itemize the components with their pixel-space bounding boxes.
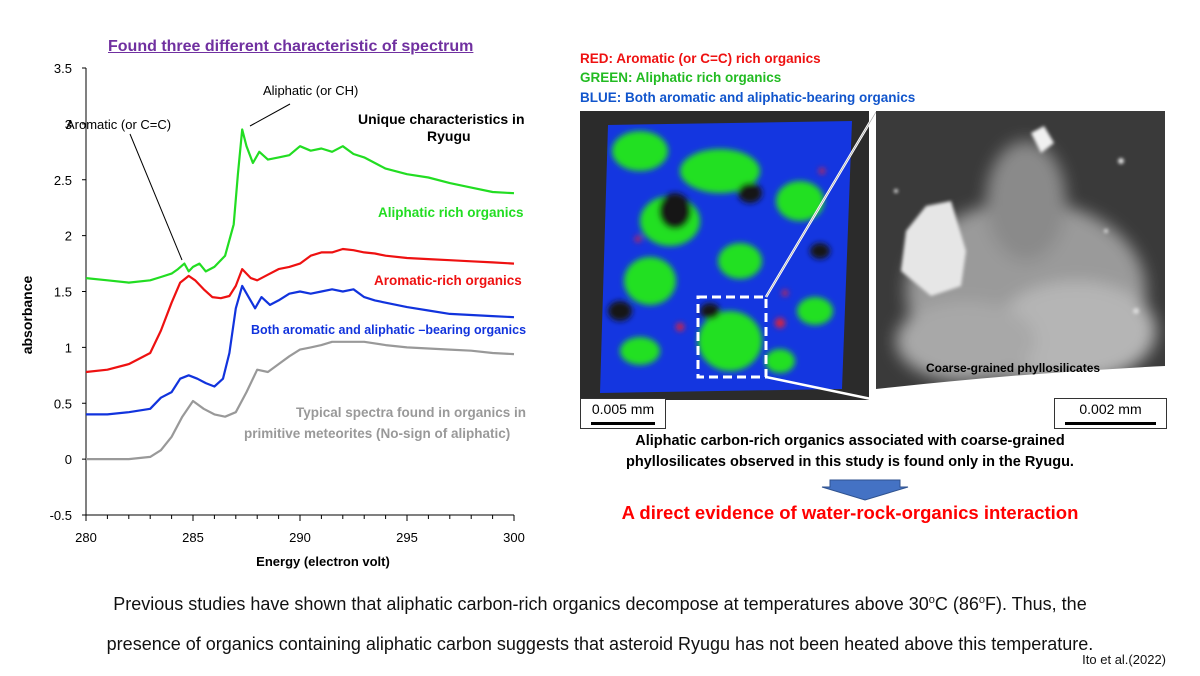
series-label-typical: Typical spectra found in organics in pri… xyxy=(244,405,530,441)
annotation-unique-line1: Unique characteristics in xyxy=(358,111,525,127)
caption-line1: Aliphatic carbon-rich organics associate… xyxy=(635,433,1065,449)
y-tick-label: -0.5 xyxy=(50,508,72,523)
scale-bar-left-line xyxy=(591,422,655,425)
y-tick-label: 1.5 xyxy=(54,285,72,300)
series-label-aromatic: Aromatic-rich organics xyxy=(374,273,522,288)
chart-series xyxy=(85,128,515,461)
down-arrow-icon xyxy=(821,479,909,501)
series-line-0 xyxy=(85,128,515,284)
y-tick-label: 1 xyxy=(65,340,72,355)
y-tick-label: 0.5 xyxy=(54,396,72,411)
x-tick-label: 285 xyxy=(182,530,204,545)
scale-bar-right-label: 0.002 mm xyxy=(1079,401,1142,417)
evidence-statement: A direct evidence of water-rock-organics… xyxy=(621,502,1079,523)
scale-bar-left-label: 0.005 mm xyxy=(591,401,655,417)
footnote-line2: presence of organics containing aliphati… xyxy=(106,634,1094,654)
series-line-1 xyxy=(85,247,515,374)
annotation-unique-line2: Ryugu xyxy=(427,128,471,144)
zoom-connector-lines xyxy=(764,111,878,402)
x-axis-label: Energy (electron volt) xyxy=(256,554,390,569)
x-tick-label: 290 xyxy=(289,530,311,545)
aliphatic-pointer-line xyxy=(249,103,291,127)
color-map-graphic xyxy=(580,111,869,400)
y-tick-label: 2 xyxy=(65,229,72,244)
annotation-aromatic: Aromatic (or C=C) xyxy=(66,117,171,132)
phyllosilicates-micrograph-image: Coarse-grained phyllosilicates xyxy=(876,111,1165,400)
legend-blue: BLUE: Both aromatic and aliphatic-bearin… xyxy=(580,90,916,105)
x-tick-label: 295 xyxy=(396,530,418,545)
x-tick-label: 280 xyxy=(75,530,97,545)
image-caption: Aliphatic carbon-rich organics associate… xyxy=(580,431,1120,473)
series-label-aliphatic: Aliphatic rich organics xyxy=(378,205,524,220)
annotation-unique: Unique characteristics in Ryugu xyxy=(358,111,528,144)
scale-bar-left: 0.005 mm xyxy=(580,398,666,429)
y-tick-label: 3.5 xyxy=(54,61,72,76)
series-line-2 xyxy=(86,284,515,416)
x-tick-label: 300 xyxy=(503,530,525,545)
y-tick-label: 3 xyxy=(65,117,72,132)
y-tick-label: 0 xyxy=(65,452,72,467)
series-label-both: Both aromatic and aliphatic –bearing org… xyxy=(251,323,526,337)
scale-bar-right: 0.002 mm xyxy=(1054,398,1167,429)
annotation-aliphatic: Aliphatic (or CH) xyxy=(263,83,358,98)
aromatic-pointer-line xyxy=(129,133,183,261)
micrograph-graphic xyxy=(876,111,1165,400)
series-line-3 xyxy=(86,340,515,461)
phyllosilicates-label: Coarse-grained phyllosilicates xyxy=(926,361,1101,375)
zoom-region-box xyxy=(696,295,768,379)
chart-title: Found three different characteristic of … xyxy=(108,38,474,55)
footnote: Previous studies have shown that aliphat… xyxy=(20,580,1180,664)
y-tick-label: 2.5 xyxy=(54,173,72,188)
scale-bar-right-line xyxy=(1065,422,1156,425)
legend-red: RED: Aromatic (or C=C) rich organics xyxy=(580,51,821,66)
organics-color-map-image xyxy=(580,111,869,400)
citation: Ito et al.(2022) xyxy=(1082,652,1166,667)
legend-green: GREEN: Aliphatic rich organics xyxy=(580,70,782,85)
y-axis-label: absorbance xyxy=(19,275,35,354)
caption-line2: phyllosilicates observed in this study i… xyxy=(626,454,1074,470)
footnote-line1: Previous studies have shown that aliphat… xyxy=(113,594,1087,614)
